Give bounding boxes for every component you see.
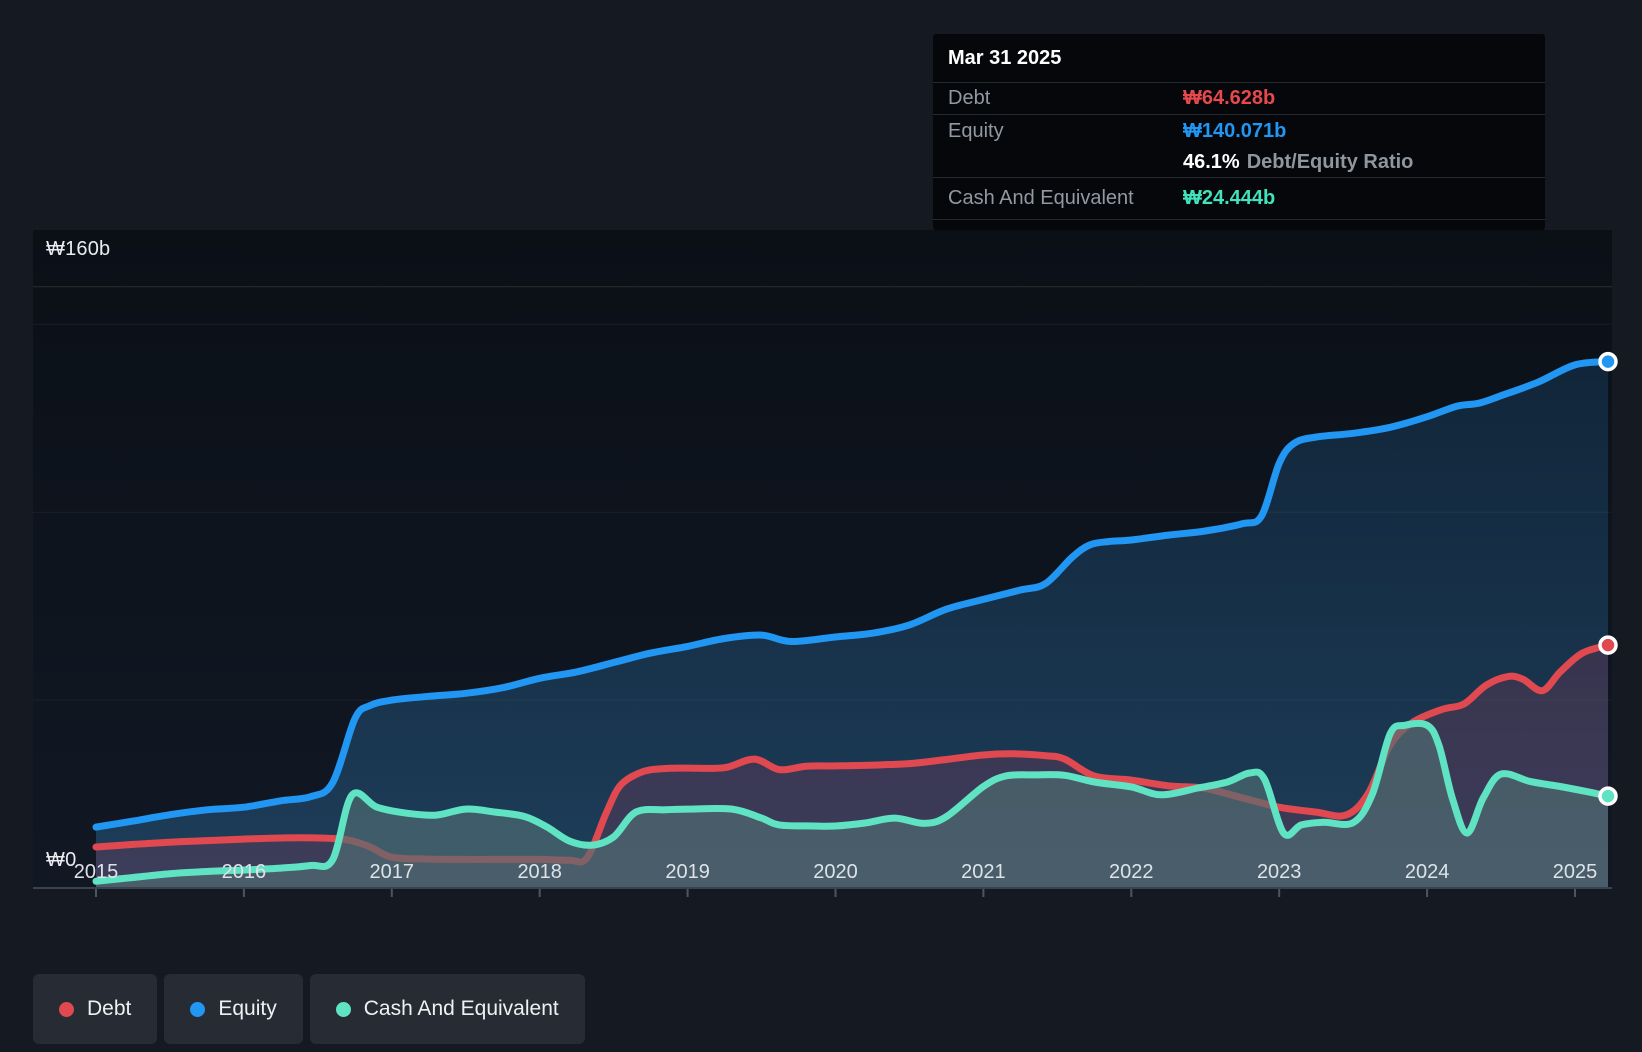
debt-legend-dot-icon — [59, 1001, 74, 1017]
tooltip-equity-label: Equity — [948, 120, 1004, 142]
tooltip-ratio-value: 46.1% — [1183, 151, 1240, 173]
x-axis-label-2023: 2023 — [1256, 861, 1302, 883]
legend-item-debt[interactable]: Debt — [33, 974, 158, 1044]
tooltip-ratio-label: Debt/Equity Ratio — [1246, 151, 1414, 173]
x-axis-label-2025: 2025 — [1552, 861, 1598, 883]
x-axis-label-2016: 2016 — [221, 861, 267, 883]
x-axis-label-2019: 2019 — [665, 861, 710, 883]
x-axis-label-2018: 2018 — [517, 861, 562, 883]
tooltip-ratio-row: 46.1% Debt/Equity Ratio — [933, 148, 1545, 178]
x-axis-label-2022: 2022 — [1109, 861, 1154, 883]
equity-endpoint-marker[interactable] — [1598, 351, 1618, 372]
chart-legend: Debt Equity Cash And Equivalent — [33, 974, 585, 1044]
legend-item-equity[interactable]: Equity — [164, 974, 303, 1044]
tooltip-equity-value: ₩140.071b — [1183, 120, 1287, 142]
tooltip-debt-value: ₩64.628b — [1183, 87, 1276, 109]
x-axis-label-2020: 2020 — [813, 861, 858, 883]
equity-legend-dot-icon — [190, 1001, 206, 1017]
x-axis-label-2015: 2015 — [73, 861, 119, 883]
y-axis-max-label: ₩160b — [46, 238, 111, 260]
tooltip-cash-value: ₩24.444b — [1183, 187, 1276, 209]
chart-tooltip: Mar 31 2025 Debt ₩64.628b Equity ₩140.07… — [933, 34, 1545, 230]
cash-and-equivalent-endpoint-marker[interactable] — [1598, 786, 1618, 806]
tooltip-cash-label: Cash And Equivalent — [948, 187, 1134, 209]
legend-label: Debt — [87, 997, 132, 1020]
y-axis-zero-label: ₩0 — [46, 849, 77, 871]
tooltip-date: Mar 31 2025 — [933, 34, 1545, 83]
x-axis-label-2021: 2021 — [961, 861, 1006, 883]
cash-and-equivalent-area-fill — [96, 723, 1608, 888]
equity-line[interactable] — [92, 358, 1612, 831]
legend-item-cash-and-equivalent[interactable]: Cash And Equivalent — [309, 974, 585, 1044]
legend-label: Equity — [218, 997, 277, 1020]
tooltip-debt-row: Debt ₩64.628b — [933, 83, 1545, 115]
debt-endpoint-marker[interactable] — [1598, 635, 1618, 655]
x-axis-label-2024: 2024 — [1404, 861, 1450, 883]
x-axis-label-2017: 2017 — [369, 861, 415, 883]
cash-and-equivalent-legend-dot-icon — [335, 1001, 351, 1017]
tooltip-debt-label: Debt — [948, 87, 991, 109]
tooltip-equity-row: Equity ₩140.071b — [933, 115, 1545, 148]
tooltip-cash-row: Cash And Equivalent ₩24.444b — [933, 178, 1545, 220]
equity-area-fill — [96, 361, 1608, 889]
legend-label: Cash And Equivalent — [363, 997, 559, 1020]
cash-and-equivalent-line[interactable] — [92, 719, 1612, 885]
